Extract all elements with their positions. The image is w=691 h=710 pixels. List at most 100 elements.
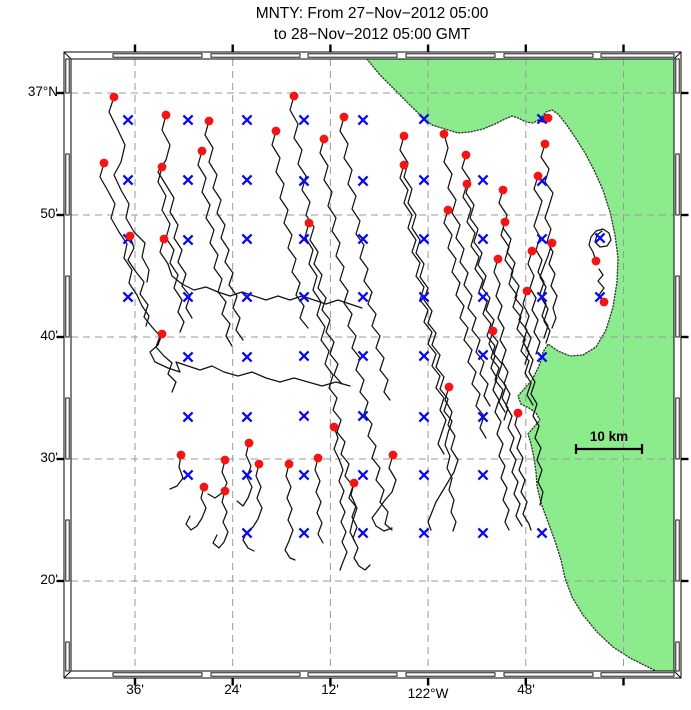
endpoint-marker [599,297,609,307]
frame-miter [673,670,682,679]
trajectory-path [522,290,544,506]
endpoint-marker [444,382,454,392]
grid-point-marker [418,411,430,423]
trajectory-path [443,209,487,439]
frame-tie [65,641,70,672]
endpoint-marker [161,110,171,120]
endpoint-marker [109,92,119,102]
endpoint-marker [540,139,550,149]
grid-point-marker [418,469,430,481]
plot-title-line1: MNTY: From 27−Nov−2012 05:00 [255,5,489,22]
endpoint-marker [533,171,543,181]
grid-point-marker [418,350,430,362]
grid-point-marker [298,469,310,481]
frame-tie [503,53,594,58]
frame-tie [307,672,398,677]
scale-bar-label: 10 km [589,429,629,444]
grid-point-marker [357,291,369,303]
grid-point-marker [241,527,253,539]
endpoint-marker [319,134,329,144]
trajectory-path [488,330,510,531]
grid-point-marker [477,233,489,245]
endpoint-marker [500,217,510,227]
trajectories-layer [99,95,612,571]
trajectory-path [149,333,351,387]
land-polygon [367,59,674,671]
endpoint-marker [125,231,135,241]
endpoint-marker [159,234,169,244]
grid-point-marker [298,233,310,245]
trajectory-path [539,242,553,344]
grid-point-marker [122,174,134,186]
endpoint-marker [244,438,254,448]
x-tick-label-36: 36' [126,682,144,697]
endpoint-marker [493,254,503,264]
endpoint-marker [313,453,323,463]
trajectory-path [333,426,348,571]
trajectory-path [157,166,185,333]
x-tick-label-12: 12' [321,682,339,697]
grid-point-marker [357,350,369,362]
endpoint-marker [329,422,339,432]
endpoint-marker [522,286,532,296]
y-tick-label-40: 40' [40,328,58,343]
endpoint-marker [439,129,449,139]
trajectory-path [236,442,253,507]
grid-point-marker [241,351,253,363]
trajectory-path [169,454,184,490]
frame-tie [405,53,496,58]
trajectory-path [371,454,397,532]
frame-tie [675,275,680,338]
frame-miter [63,51,72,60]
frame-tie [210,672,301,677]
grid-point-marker [418,527,430,539]
scale-bar [574,444,644,454]
grid-point-marker [477,527,489,539]
trajectory-path [588,228,612,262]
endpoint-marker [461,150,471,160]
grid-point-marker [241,114,253,126]
endpoint-marker [527,246,537,256]
trajectory-path [427,386,459,531]
trajectory-path [304,222,358,543]
frame-tie [112,53,203,58]
grid-point-marker [122,114,134,126]
grid-point-marker [477,349,489,361]
trajectory-path [527,250,541,355]
frame-tie [675,519,680,582]
grid-point-marker [536,291,548,303]
trajectory-path [314,457,324,544]
y-tick-label-37n: 37°N [27,84,58,99]
end-points-layer [99,91,609,496]
grid-point-marker [418,113,430,125]
grid-point-marker [182,234,194,246]
coastline-stipple [366,59,657,671]
grid-points-layer [122,113,606,539]
grid-point-marker [594,232,606,244]
trajectory-path [533,175,549,339]
grid-point-marker [298,350,310,362]
frame-tie [600,672,675,677]
trajectory-path [500,221,534,406]
trajectory-path [514,412,532,531]
x-tick-label-48: 48' [517,682,535,697]
endpoint-marker [157,329,167,339]
grid-point-marker [241,469,253,481]
endpoint-marker [220,455,230,465]
endpoint-marker [388,450,398,460]
grid-point-marker [241,291,253,303]
grid-point-marker [182,469,194,481]
grid-point-marker [418,174,430,186]
trajectory-path [399,164,447,455]
grid-point-marker [477,411,489,423]
y-tick-label-30: 30' [40,450,58,465]
frame-tie [65,397,70,460]
trajectory-path [399,135,457,532]
trajectory-path [284,463,296,561]
endpoint-marker [271,126,281,136]
grid-point-marker [357,175,369,187]
trajectory-path [197,150,233,347]
grid-point-marker [241,233,253,245]
endpoint-marker [543,113,553,123]
